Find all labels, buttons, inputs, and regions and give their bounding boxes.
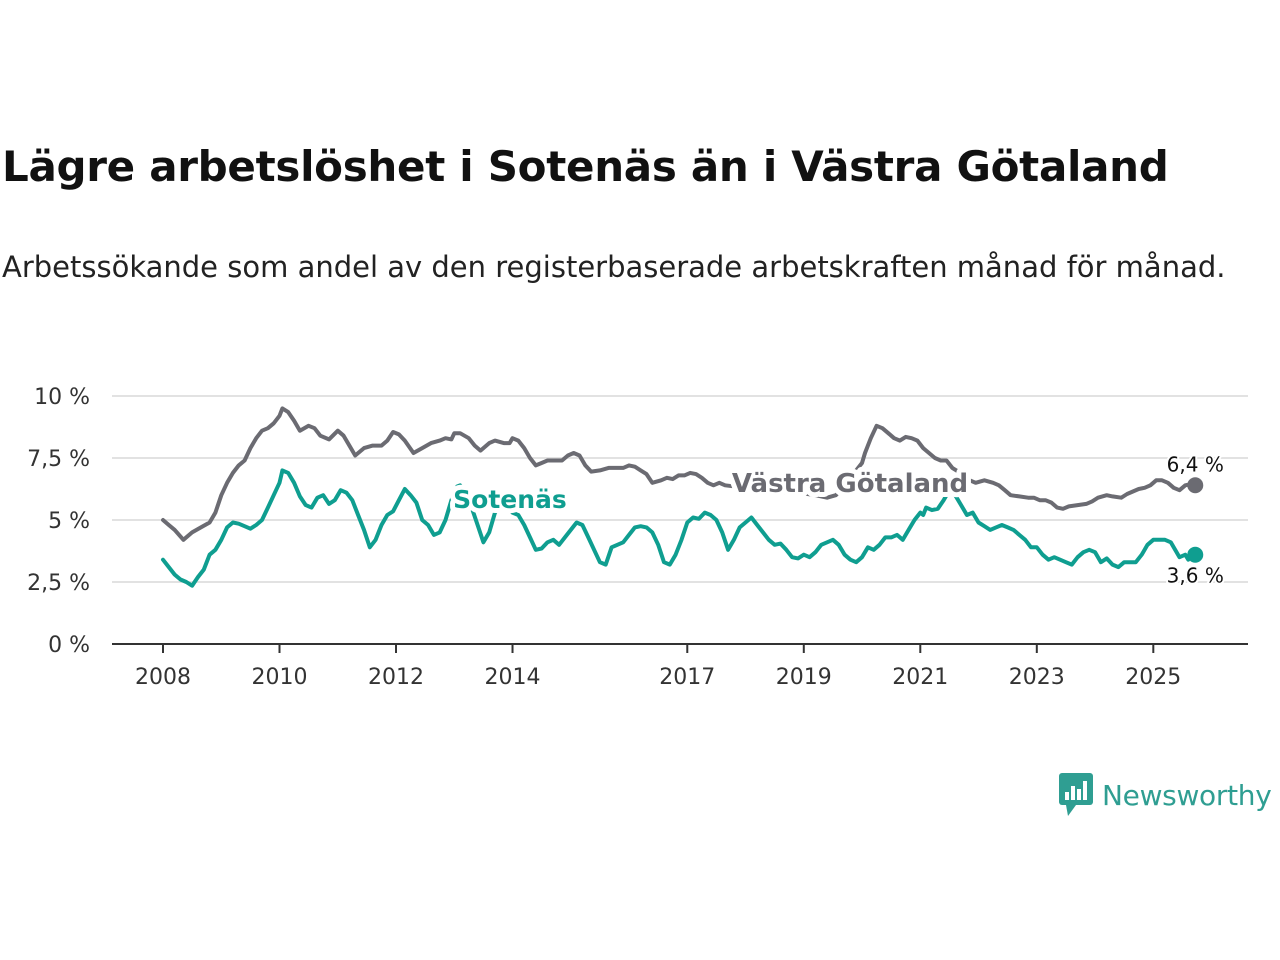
x-axis: 2008 2010 2012 2014 2017 2019 2021 2023 2025 [112,643,1248,690]
chart-subtitle: Arbetssökande som andel av den registerb… [2,250,1226,284]
y-tick-label: 10 % [34,385,90,410]
y-tick-label: 2,5 % [27,571,90,596]
series-label: Sotenäs [453,485,567,514]
x-tick-label: 2010 [252,665,308,690]
x-tick-label: 2014 [485,665,541,690]
series-label: Västra Götaland [732,469,968,499]
x-tick-label: 2017 [659,665,715,690]
x-tick-label: 2012 [368,665,424,690]
y-tick-label: 0 % [48,633,90,658]
series-layer [161,406,1204,588]
series-end-value: 3,6 % [1167,564,1224,588]
series-end-marker [1187,546,1204,563]
x-tick-label: 2019 [776,665,832,690]
newsworthy-icon [1059,773,1093,816]
x-tick-label: 2025 [1125,665,1181,690]
y-axis-labels: 0 % 2,5 % 5 % 7,5 % 10 % [27,385,90,658]
series-line-soten-s [161,468,1198,588]
brand-name: Newsworthy [1102,778,1272,812]
x-tick-label: 2008 [135,665,191,690]
series-end-value: 6,4 % [1167,452,1224,476]
chart-title: Lägre arbetslöshet i Sotenäs än i Västra… [2,142,1169,191]
newsworthy-logo: Newsworthy [1058,772,1272,818]
series-line-v-stra-g-taland [161,406,1198,542]
series-end-marker [1187,477,1204,494]
series-labels: 6,4 % Västra Götaland 3,6 % Sotenäs [448,450,1226,589]
x-tick-label: 2023 [1009,665,1065,690]
y-tick-label: 7,5 % [27,447,90,472]
grid-layer [112,395,1248,583]
x-tick-label: 2021 [892,665,948,690]
y-tick-label: 5 % [48,509,90,534]
